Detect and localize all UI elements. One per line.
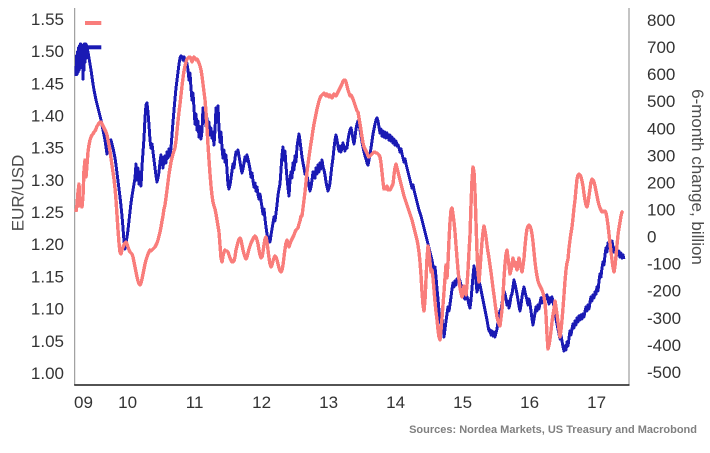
svg-text:Sources: Nordea Markets, US Tr: Sources: Nordea Markets, US Treasury and… [409, 424, 697, 436]
svg-text:-500: -500 [647, 363, 681, 382]
svg-text:700: 700 [647, 38, 675, 57]
svg-text:11: 11 [186, 393, 204, 412]
svg-text:0: 0 [647, 228, 656, 247]
svg-text:100: 100 [647, 201, 675, 220]
svg-text:1.50: 1.50 [31, 42, 64, 61]
svg-text:1.35: 1.35 [31, 139, 64, 158]
svg-text:1.30: 1.30 [31, 171, 64, 190]
svg-text:1.55: 1.55 [31, 10, 64, 29]
svg-text:12: 12 [252, 393, 271, 412]
svg-text:14: 14 [386, 393, 405, 412]
svg-text:1.10: 1.10 [31, 300, 64, 319]
svg-text:-100: -100 [647, 255, 681, 274]
svg-text:-300: -300 [647, 309, 681, 328]
svg-text:800: 800 [647, 11, 675, 30]
svg-text:1.45: 1.45 [31, 74, 64, 93]
svg-text:-400: -400 [647, 336, 681, 355]
svg-text:500: 500 [647, 92, 675, 111]
svg-text:15: 15 [453, 393, 472, 412]
svg-text:-200: -200 [647, 282, 681, 301]
svg-text:16: 16 [520, 393, 539, 412]
svg-text:6-month change, billion: 6-month change, billion [688, 89, 707, 265]
svg-text:1.00: 1.00 [31, 364, 64, 383]
svg-text:200: 200 [647, 173, 675, 192]
svg-text:09: 09 [74, 393, 93, 412]
svg-text:1.15: 1.15 [31, 267, 64, 286]
svg-text:1.25: 1.25 [31, 203, 64, 222]
svg-text:EUR/USD: EUR/USD [9, 155, 28, 232]
svg-text:1.20: 1.20 [31, 235, 64, 254]
svg-text:1.05: 1.05 [31, 332, 64, 351]
svg-text:10: 10 [118, 393, 137, 412]
svg-text:13: 13 [319, 393, 338, 412]
svg-text:17: 17 [587, 393, 606, 412]
svg-text:400: 400 [647, 119, 675, 138]
svg-text:300: 300 [647, 146, 675, 165]
svg-text:600: 600 [647, 65, 675, 84]
svg-text:1.40: 1.40 [31, 107, 64, 126]
